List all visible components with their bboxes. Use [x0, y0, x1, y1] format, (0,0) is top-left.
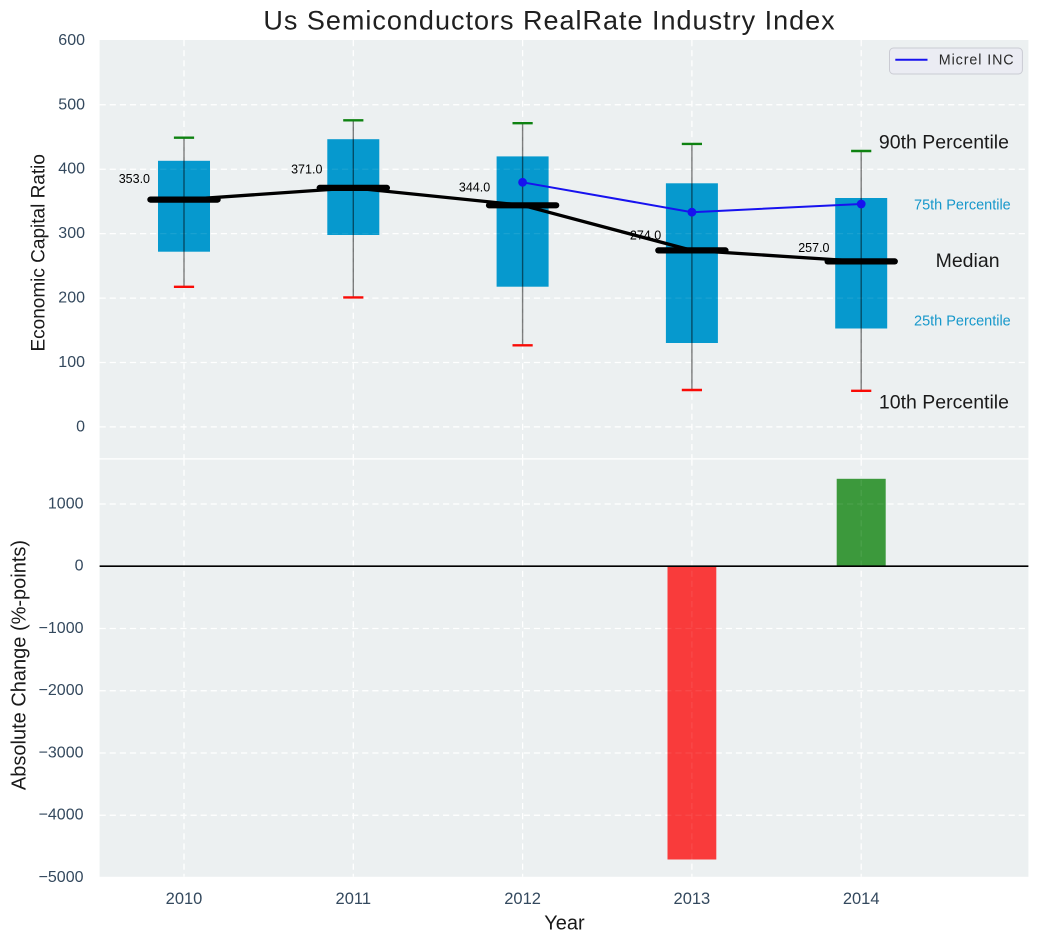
- svg-text:−2000: −2000: [39, 682, 84, 699]
- svg-text:100: 100: [58, 354, 85, 371]
- svg-text:75th Percentile: 75th Percentile: [914, 198, 1011, 214]
- svg-text:−5000: −5000: [39, 869, 84, 886]
- svg-text:344.0: 344.0: [459, 181, 490, 195]
- svg-text:−4000: −4000: [39, 807, 84, 824]
- svg-text:371.0: 371.0: [291, 163, 322, 177]
- svg-text:Year: Year: [544, 913, 585, 935]
- svg-text:353.0: 353.0: [119, 172, 150, 186]
- svg-text:257.0: 257.0: [798, 241, 829, 255]
- svg-text:2012: 2012: [504, 890, 541, 908]
- svg-text:0: 0: [75, 558, 84, 575]
- svg-text:−1000: −1000: [39, 620, 84, 637]
- svg-text:274.0: 274.0: [630, 229, 661, 243]
- svg-text:300: 300: [58, 225, 85, 242]
- svg-text:10th Percentile: 10th Percentile: [879, 391, 1009, 413]
- svg-text:400: 400: [58, 161, 85, 178]
- svg-text:Us Semiconductors RealRate Ind: Us Semiconductors RealRate Industry Inde…: [263, 5, 835, 35]
- svg-text:−3000: −3000: [39, 745, 84, 762]
- svg-text:Economic Capital Ratio: Economic Capital Ratio: [28, 154, 49, 351]
- svg-text:25th Percentile: 25th Percentile: [914, 314, 1011, 330]
- svg-text:1000: 1000: [48, 496, 84, 513]
- svg-text:200: 200: [58, 290, 85, 307]
- svg-text:Median: Median: [936, 250, 1000, 272]
- svg-text:600: 600: [58, 32, 85, 49]
- svg-text:90th Percentile: 90th Percentile: [879, 132, 1009, 154]
- svg-text:500: 500: [58, 96, 85, 113]
- svg-text:2011: 2011: [336, 890, 371, 908]
- svg-text:0: 0: [76, 418, 85, 435]
- svg-text:Absolute Change (%-points): Absolute Change (%-points): [8, 540, 30, 790]
- svg-text:2010: 2010: [166, 890, 203, 908]
- svg-text:Micrel INC: Micrel INC: [939, 52, 1015, 68]
- svg-text:2014: 2014: [843, 890, 880, 908]
- svg-text:2013: 2013: [674, 890, 711, 908]
